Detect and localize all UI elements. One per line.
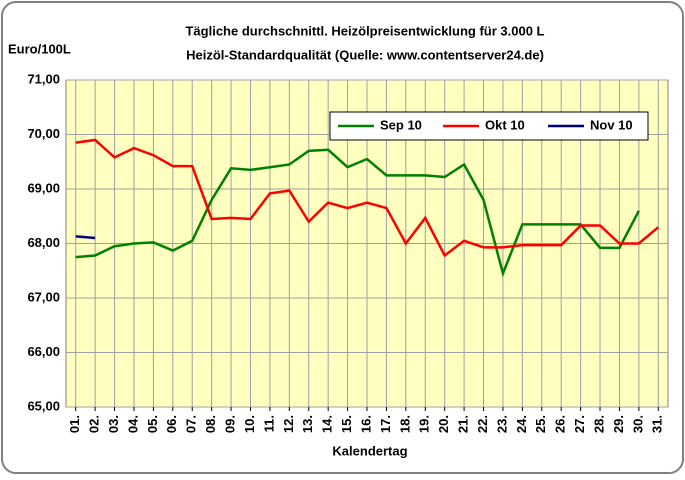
x-tick-label: 26. — [553, 415, 568, 433]
legend-label: Okt 10 — [485, 117, 525, 132]
x-tick-label: 23. — [494, 415, 509, 433]
y-tick-label: 70,00 — [27, 126, 60, 141]
y-tick-label: 66,00 — [27, 344, 60, 359]
x-tick-label: 12. — [281, 415, 296, 433]
x-tick-label: 07. — [184, 415, 199, 433]
x-tick-label: 21. — [456, 415, 471, 433]
x-tick-label: 06. — [164, 415, 179, 433]
x-tick-label: 05. — [145, 415, 160, 433]
legend-label: Sep 10 — [380, 117, 422, 132]
x-tick-label: 10. — [242, 415, 257, 433]
x-axis-label: Kalendertag — [332, 443, 407, 458]
x-tick-label: 13. — [300, 415, 315, 433]
x-tick-label: 28. — [591, 415, 606, 433]
x-tick-label: 01. — [67, 415, 82, 433]
x-tick-label: 24. — [514, 415, 529, 433]
y-tick-label: 65,00 — [27, 398, 60, 413]
chart-title: Tägliche durchschnittl. Heizölpreisentwi… — [185, 23, 544, 38]
x-tick-label: 11. — [261, 415, 276, 432]
x-tick-label: 31. — [650, 415, 665, 433]
x-tick-label: 17. — [378, 415, 393, 433]
y-tick-label: 69,00 — [27, 180, 60, 195]
x-tick-label: 25. — [533, 415, 548, 433]
x-tick-label: 16. — [358, 415, 373, 433]
y-tick-label: 67,00 — [27, 289, 60, 304]
legend-box — [329, 111, 649, 141]
x-tick-label: 14. — [320, 415, 335, 433]
x-tick-label: 03. — [106, 415, 121, 433]
x-tick-label: 22. — [475, 415, 490, 433]
y-axis-label: Euro/100L — [8, 41, 71, 56]
x-tick-label: 29. — [611, 415, 626, 433]
y-tick-label: 71,00 — [27, 71, 60, 86]
x-tick-label: 18. — [397, 415, 412, 433]
legend-label: Nov 10 — [590, 117, 633, 132]
y-tick-label: 68,00 — [27, 235, 60, 250]
x-tick-label: 04. — [125, 415, 140, 433]
chart-subtitle: Heizöl-Standardqualität (Quelle: www.con… — [186, 47, 544, 62]
series-line — [75, 235, 96, 240]
x-tick-label: 19. — [417, 415, 432, 433]
x-tick-label: 30. — [630, 415, 645, 433]
series-line — [75, 148, 640, 278]
x-tick-label: 20. — [436, 415, 451, 433]
x-tick-label: 15. — [339, 415, 354, 433]
series-line — [75, 138, 660, 258]
x-tick-label: 08. — [203, 415, 218, 433]
x-tick-label: 27. — [572, 415, 587, 433]
x-tick-label: 09. — [223, 415, 238, 433]
x-tick-label: 02. — [87, 415, 102, 433]
